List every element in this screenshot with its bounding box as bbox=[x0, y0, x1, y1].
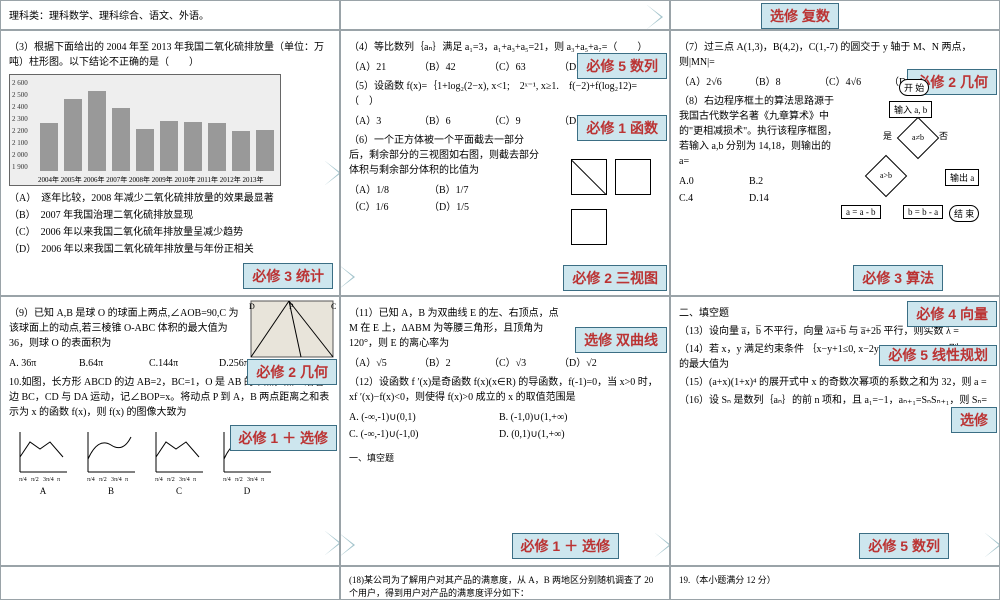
flowchart: 开 始 输入 a, b a≠b 是 否 a>b 输出 a a = a - b b… bbox=[841, 79, 991, 259]
q16-text: （16）设 Sₙ 是数列｛aₙ｝的前 n 项和，且 a₁=−1，aₙ₊₁=SₙS… bbox=[679, 393, 991, 408]
flow-l: a = a - b bbox=[841, 205, 881, 219]
tag-shuangquxian: 选修 双曲线 bbox=[575, 327, 667, 353]
svg-text:π: π bbox=[57, 477, 60, 483]
flow-start: 开 始 bbox=[899, 79, 929, 96]
q18-text: (18)某公司为了解用户对其产品的满意度，从 A，B 两地区分别随机调查了 20… bbox=[349, 575, 653, 598]
q8-opts: A.0B.2C.4D.14 bbox=[679, 173, 839, 207]
arrow-icon bbox=[655, 533, 670, 557]
tag-fushu: 选修 复数 bbox=[761, 3, 839, 29]
svg-text:π/2: π/2 bbox=[99, 477, 107, 483]
svg-text:π: π bbox=[261, 477, 264, 483]
q7-text: （7）过三点 A(1,3)，B(4,2)，C(1,-7) 的圆交于 y 轴于 M… bbox=[679, 40, 991, 70]
tag-jihe2: 必修 2 几何 bbox=[247, 359, 337, 385]
q11-opts: （A）√5（B）2（C）√3（D）√2 bbox=[349, 355, 661, 372]
q3-text: （3）根据下面给出的 2004 年至 2013 年我国二氧化硫排放量（单位：万吨… bbox=[9, 40, 331, 70]
svg-text:π/4: π/4 bbox=[155, 477, 163, 483]
svg-text:3π/4: 3π/4 bbox=[247, 477, 258, 483]
footer-1 bbox=[0, 566, 340, 600]
tag-sanshitu: 必修 2 三视图 bbox=[563, 265, 667, 291]
header-cell-2 bbox=[340, 0, 670, 30]
flow-end: 结 束 bbox=[949, 205, 979, 222]
svg-text:P: P bbox=[289, 302, 294, 311]
arrow-icon bbox=[985, 533, 1000, 557]
tag-tongji: 必修 3 统计 bbox=[243, 263, 333, 289]
svg-text:C: C bbox=[331, 302, 336, 311]
svg-text:π/4: π/4 bbox=[19, 477, 27, 483]
svg-text:π/2: π/2 bbox=[31, 477, 39, 483]
xaxis: 2004年 2005年 2006年 2007年 2008年 2009年 2010… bbox=[10, 175, 264, 185]
tag-guihua: 必修 5 线性规划 bbox=[879, 345, 997, 366]
footer-3: 19.（本小题满分 12 分） bbox=[670, 566, 1000, 600]
svg-text:3π/4: 3π/4 bbox=[43, 477, 54, 483]
flow-in: 输入 a, b bbox=[889, 101, 932, 118]
q910-cell: （9）已知 A,B 是球 O 的球面上两点,∠AOB=90,C 为该球面上的动点… bbox=[0, 296, 340, 566]
flow-r: b = b - a bbox=[903, 205, 943, 219]
q12-hint: 一、填空题 bbox=[349, 451, 661, 464]
tag-hanshu: 必修 1 函数 bbox=[577, 115, 667, 141]
arrow-icon bbox=[325, 531, 340, 555]
svg-text:3π/4: 3π/4 bbox=[111, 477, 122, 483]
svg-text:3π/4: 3π/4 bbox=[179, 477, 190, 483]
tag-shulie: 必修 5 数列 bbox=[577, 53, 667, 79]
arrow-icon bbox=[340, 265, 355, 289]
header-cell-3: 选修 复数 bbox=[670, 0, 1000, 30]
svg-text:π: π bbox=[193, 477, 196, 483]
svg-text:π: π bbox=[125, 477, 128, 483]
q3-options: （A） 逐年比较，2008 年减少二氧化硫排放量的效果最显著（B） 2007 年… bbox=[9, 190, 331, 258]
q12-opts: A. (-∞,-1)∪(0,1)B. (-1,0)∪(1,+∞)C. (-∞,-… bbox=[349, 409, 661, 443]
header-cell-1: 理科类：理科数学、理科综合、语文、外语。 bbox=[0, 0, 340, 30]
header-text: 理科类：理科数学、理科综合、语文、外语。 bbox=[9, 11, 209, 22]
tag-suanfa: 必修 3 算法 bbox=[853, 265, 943, 291]
arrow-icon bbox=[647, 5, 663, 29]
q1316-cell: 二、填空题 （13）设向量 a̅，b̅ 不平行，向量 λa̅+b̅ 与 a̅+2… bbox=[670, 296, 1000, 566]
q12-text: （12）设函数 f ′(x)是奇函数 f(x)(x∈R) 的导函数，f(-1)=… bbox=[349, 375, 661, 405]
flow-out: 输出 a bbox=[945, 169, 979, 186]
tag-shulie2: 必修 5 数列 bbox=[859, 533, 949, 559]
q3-barchart: 1 9002 0002 1002 2002 3002 4002 5002 600… bbox=[9, 74, 281, 186]
footer-2: (18)某公司为了解用户对其产品的满意度，从 A，B 两地区分别随机调查了 20… bbox=[340, 566, 670, 600]
q5-text: （5）设函数 f(x)=｛1+log₂(2−x), x<1; 2ˣ⁻¹, x≥1… bbox=[349, 79, 661, 109]
svg-text:π/2: π/2 bbox=[235, 477, 243, 483]
svg-text:D: D bbox=[249, 302, 255, 311]
svg-text:π/2: π/2 bbox=[167, 477, 175, 483]
tag-xuanxiu: 必修 1 ＋ 选修 bbox=[230, 425, 337, 451]
arrow-icon bbox=[340, 533, 355, 557]
q3-cell: （3）根据下面给出的 2004 年至 2013 年我国二氧化硫排放量（单位：万吨… bbox=[0, 30, 340, 296]
svg-text:π/4: π/4 bbox=[223, 477, 231, 483]
flow-d1: a≠b bbox=[897, 117, 939, 159]
flow-d2: a>b bbox=[865, 155, 907, 197]
q456-cell: （4）等比数列｛aₙ｝满足 a₁=3，a₁+a₃+a₅=21，则 a₃+a₅+a… bbox=[340, 30, 670, 296]
q6-shapes bbox=[567, 159, 655, 248]
tag-xuanxiu3: 选修 bbox=[951, 407, 997, 433]
tag-xuanxiu2: 必修 1 ＋ 选修 bbox=[512, 533, 619, 559]
q19-text: 19.（本小题满分 12 分） bbox=[679, 575, 776, 585]
q15-text: （15）(a+x)(1+x)⁴ 的展开式中 x 的奇数次幂项的系数之和为 32，… bbox=[679, 375, 991, 390]
q78-cell: （7）过三点 A(1,3)，B(4,2)，C(1,-7) 的圆交于 y 轴于 M… bbox=[670, 30, 1000, 296]
q1112-cell: （11）已知 A，B 为双曲线 E 的左、右顶点，点 M 在 E 上，ΔABM … bbox=[340, 296, 670, 566]
arrow-icon bbox=[325, 161, 340, 185]
svg-text:π/4: π/4 bbox=[87, 477, 95, 483]
page-grid: 理科类：理科数学、理科综合、语文、外语。 选修 复数 （3）根据下面给出的 20… bbox=[0, 0, 1000, 600]
q8-text: （8）右边程序框土的算法思路源于我国古代数学名著《九章算术》中的"更相减损术"。… bbox=[679, 94, 839, 169]
tag-xiangliang: 必修 4 向量 bbox=[907, 301, 997, 327]
